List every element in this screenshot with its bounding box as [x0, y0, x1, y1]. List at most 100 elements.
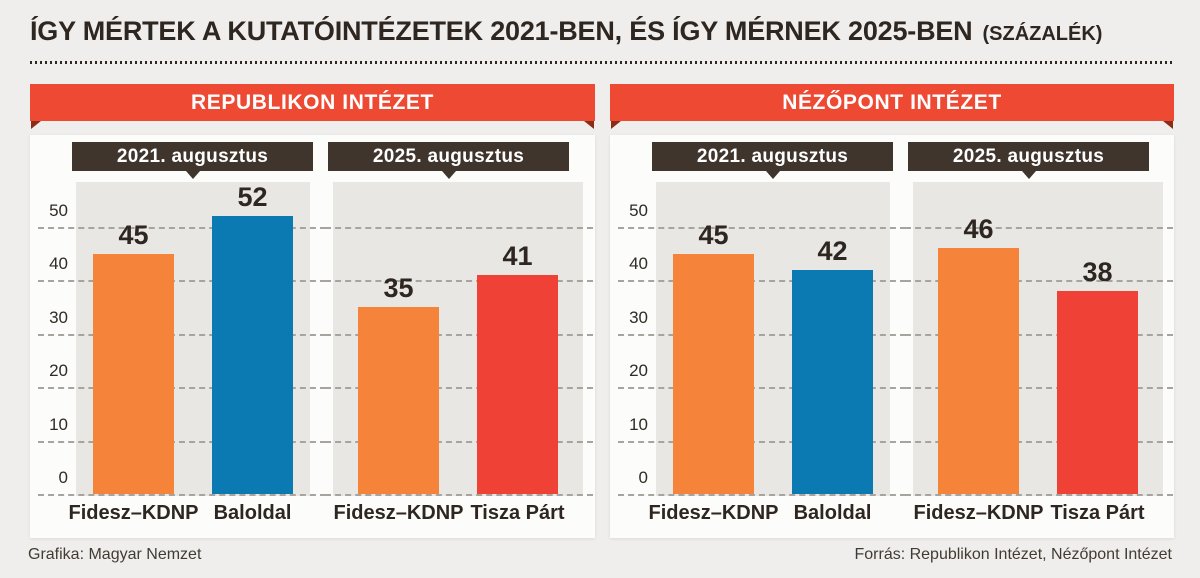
page-title: ÍGY MÉRTEK A KUTATÓINTÉZETEK 2021-BEN, É…: [30, 16, 973, 46]
period-label: 2021. augusztus: [72, 142, 313, 179]
gridline: [618, 387, 906, 390]
y-tick-label: 0: [58, 468, 68, 487]
title-row: ÍGY MÉRTEK A KUTATÓINTÉZETEK 2021-BEN, É…: [30, 16, 1102, 47]
gridline: [905, 227, 1173, 229]
institute-ribbon: REPUBLIKON INTÉZET: [30, 84, 595, 129]
bar-group: 52: [212, 184, 293, 494]
y-tick-label: 10: [629, 414, 648, 434]
bars-group: 35 41: [333, 182, 583, 496]
bar: [358, 307, 439, 494]
bar-value-label: 35: [383, 273, 414, 303]
y-tick-label: 30: [629, 307, 648, 327]
bar: [792, 270, 873, 494]
gridline: [618, 280, 906, 283]
gridline: [325, 280, 593, 283]
bar: [93, 254, 174, 494]
gridline: [905, 440, 1173, 443]
gridline: [618, 440, 906, 443]
bar-category-label: Fidesz–KDNP: [648, 502, 779, 524]
y-tick-label: 40: [49, 254, 68, 274]
gridline: [38, 280, 326, 283]
bars-group: 46 38: [913, 182, 1163, 496]
gridline: [38, 227, 326, 229]
gridline: [325, 227, 593, 229]
chart-card: 2021. augusztus 0 10 20 30 40 50 45 52 Fidesz–KDN…: [30, 135, 595, 538]
bar-group: 45: [673, 222, 754, 494]
institute-ribbon-label: NÉZŐPONT INTÉZET: [782, 90, 1002, 114]
institute-ribbon-label: REPUBLIKON INTÉZET: [191, 90, 434, 114]
ribbon-fold-left-icon: [611, 121, 621, 129]
gridline: [905, 494, 1173, 496]
y-tick-label: 10: [49, 414, 68, 434]
gridline: [38, 494, 326, 496]
gridline: [905, 333, 1173, 336]
bar-category-label: Baloldal: [793, 502, 872, 524]
bar-category-label: Tisza Párt: [1050, 502, 1145, 524]
chart-card: 2021. augusztus 0 10 20 30 40 50 45 42 Fidesz–KDN…: [610, 135, 1174, 538]
ribbon-fold-right-icon: [584, 121, 594, 129]
footer-credit: Grafika: Magyar Nemzet: [28, 546, 202, 563]
y-tick-label: 30: [49, 307, 68, 327]
bar-value-label: 45: [698, 220, 729, 250]
bar-category-label: Fidesz–KDNP: [913, 502, 1044, 524]
bar-group: 38: [1057, 259, 1138, 494]
gridline: [325, 387, 593, 390]
bar-group: 35: [358, 275, 439, 494]
gridline: [618, 333, 906, 336]
y-tick-label: 50: [629, 201, 648, 220]
y-tick-label: 50: [49, 201, 68, 220]
bar-group: 42: [792, 238, 873, 494]
gridline: [618, 494, 906, 496]
gridline: [325, 494, 593, 496]
bar-value-label: 41: [502, 241, 533, 271]
bar-value-label: 46: [963, 214, 994, 244]
bar: [477, 275, 558, 494]
chart-block: 2025. augusztus 35 41 Fidesz–KDNP Tisza Párt: [325, 142, 593, 534]
bars-group: 45 42: [656, 182, 890, 496]
bar: [212, 216, 293, 494]
bar-value-label: 38: [1082, 257, 1113, 287]
gridline: [905, 280, 1173, 283]
bar-category-label: Fidesz–KDNP: [333, 502, 464, 524]
bar-category-label: Fidesz–KDNP: [68, 502, 199, 524]
bar-value-label: 45: [118, 220, 149, 250]
bar-group: 45: [93, 222, 174, 494]
chart-block: 2021. augusztus 0 10 20 30 40 50 45 42 Fidesz–KDN…: [618, 142, 906, 534]
bar-group: 46: [938, 216, 1019, 494]
bar-value-label: 52: [237, 182, 268, 212]
y-tick-label: 40: [629, 254, 648, 274]
period-label: 2021. augusztus: [652, 142, 893, 179]
bar-category-label: Baloldal: [213, 502, 292, 524]
gridline: [325, 440, 593, 443]
title-unit-label: (SZÁZALÉK): [982, 23, 1103, 45]
gridline: [325, 333, 593, 336]
gridline: [38, 387, 326, 390]
ribbon-fold-left-icon: [31, 121, 41, 129]
footer: Grafika: Magyar Nemzet Forrás: Republiko…: [28, 546, 1172, 564]
gridline: [905, 387, 1173, 390]
gridline: [38, 440, 326, 443]
bar: [1057, 291, 1138, 494]
bar: [938, 248, 1019, 494]
y-tick-label: 0: [638, 468, 648, 487]
bar-value-label: 42: [817, 236, 848, 266]
y-tick-label: 20: [629, 361, 648, 381]
gridline: [618, 227, 906, 229]
gridline: [38, 333, 326, 336]
chart-block: 2025. augusztus 46 38 Fidesz–KDNP Tisza Párt: [905, 142, 1173, 534]
title-divider: [30, 61, 1172, 64]
bar-category-label: Tisza Párt: [470, 502, 565, 524]
ribbon-fold-right-icon: [1163, 121, 1173, 129]
chart-block: 2021. augusztus 0 10 20 30 40 50 45 52 Fidesz–KDN…: [38, 142, 326, 534]
period-label: 2025. augusztus: [328, 142, 569, 179]
institute-ribbon: NÉZŐPONT INTÉZET: [610, 84, 1174, 129]
period-label: 2025. augusztus: [908, 142, 1149, 179]
panel-republikon: REPUBLIKON INTÉZET 2021. augusztus 0 10 20 3…: [30, 84, 595, 538]
y-tick-label: 20: [49, 361, 68, 381]
bars-group: 45 52: [76, 182, 310, 496]
footer-source: Forrás: Republikon Intézet, Nézőpont Int…: [854, 546, 1172, 563]
bar: [673, 254, 754, 494]
bar-group: 41: [477, 243, 558, 494]
panel-nezopont: NÉZŐPONT INTÉZET 2021. augusztus 0 10 20 30 4…: [610, 84, 1174, 538]
